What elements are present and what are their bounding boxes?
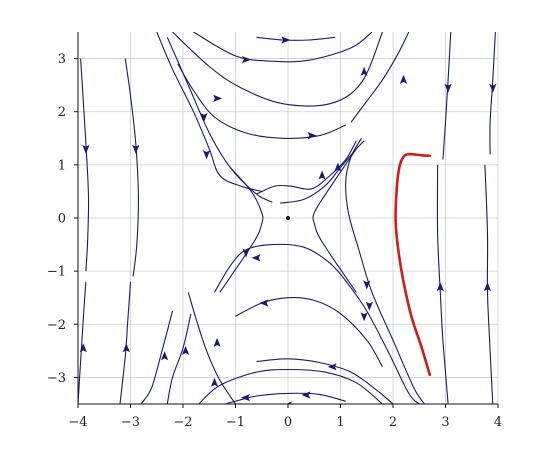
streamline	[436, 164, 449, 404]
x-tick-label: −4	[68, 415, 87, 430]
flow-arrow-icon	[327, 363, 337, 371]
equilibrium-layer	[286, 216, 290, 220]
y-tick-label: 0	[58, 212, 66, 227]
tick-labels: −4 −3 −2 −1 0 1 2 3 4 −3 −2 −1 0 1 2 3	[47, 52, 502, 430]
streamline	[256, 36, 336, 41]
flow-arrow-icon	[363, 280, 371, 290]
flow-arrow-icon	[79, 343, 87, 353]
streamline	[80, 58, 90, 272]
flow-arrow-icon	[360, 66, 368, 76]
x-tick-label: 3	[441, 415, 449, 430]
streamline	[124, 58, 139, 277]
streamline	[484, 164, 494, 404]
streamline	[489, 32, 496, 155]
flow-arrow-icon	[132, 144, 140, 154]
y-tick-label: 1	[58, 158, 66, 173]
y-tick-label: 2	[58, 105, 66, 120]
streamline	[345, 138, 425, 404]
flow-arrow-icon	[251, 254, 261, 262]
flow-arrow-icon	[203, 150, 211, 160]
streamline	[312, 148, 357, 293]
streamline	[193, 32, 373, 63]
flow-arrow-icon	[365, 301, 373, 311]
flow-arrow-icon	[161, 351, 169, 361]
flow-arrow-icon	[213, 337, 221, 347]
streamline	[256, 140, 357, 195]
x-tick-label: 4	[494, 415, 502, 430]
streamline	[442, 32, 452, 160]
flow-arrow-icon	[301, 391, 311, 399]
flow-arrow-icon	[259, 299, 269, 307]
x-tick-label: 2	[389, 415, 397, 430]
flow-arrow-icon	[200, 113, 208, 122]
x-tick-label: −1	[226, 415, 245, 430]
streamline	[235, 297, 383, 368]
y-tick-label: −3	[47, 371, 66, 386]
streamline	[187, 292, 236, 404]
flow-arrow-icon	[182, 345, 190, 355]
flow-arrow-icon	[213, 94, 223, 102]
flow-arrow-icon	[82, 144, 90, 154]
x-tick-label: 0	[284, 415, 292, 430]
y-tick-label: −1	[47, 265, 66, 280]
streamline	[198, 368, 383, 404]
streamline	[256, 358, 394, 404]
equilibrium-point	[286, 216, 290, 220]
flow-arrow-icon	[444, 83, 452, 93]
flow-arrow-icon	[242, 56, 251, 64]
streamline	[156, 32, 262, 192]
y-tick-label: 3	[58, 52, 66, 67]
flow-arrow-icon	[210, 377, 219, 387]
x-tick-label: −3	[121, 415, 140, 430]
flow-arrow-icon	[241, 394, 250, 402]
flow-arrow-icon	[399, 74, 408, 84]
streamline	[119, 281, 132, 404]
streamline	[280, 140, 365, 204]
trajectory-curve	[394, 152, 432, 377]
streamline	[78, 281, 87, 404]
flow-arrow-icon	[334, 162, 342, 172]
flow-arrow-icon	[307, 132, 317, 140]
flow-arrow-icon	[489, 83, 497, 93]
streamline	[224, 392, 346, 404]
streamline	[177, 63, 347, 139]
flow-arrow-icon	[436, 282, 444, 292]
streamline	[350, 32, 410, 123]
streamline	[172, 32, 384, 107]
flow-arrow-icon	[483, 282, 492, 292]
x-tick-label: 1	[336, 415, 344, 430]
streamline	[214, 243, 420, 404]
streamline	[140, 310, 174, 404]
streamlines	[78, 32, 497, 404]
x-tick-label: −2	[173, 415, 192, 430]
y-tick-label: −2	[47, 318, 66, 333]
trajectory-layer	[394, 152, 432, 377]
flow-arrow-icon	[122, 343, 130, 353]
flow-arrow-icon	[360, 312, 368, 322]
flow-arrow-icon	[318, 170, 326, 180]
flow-arrow-icon	[281, 36, 291, 44]
streamline	[166, 313, 192, 404]
streamline	[219, 167, 264, 293]
streamline	[166, 37, 273, 203]
